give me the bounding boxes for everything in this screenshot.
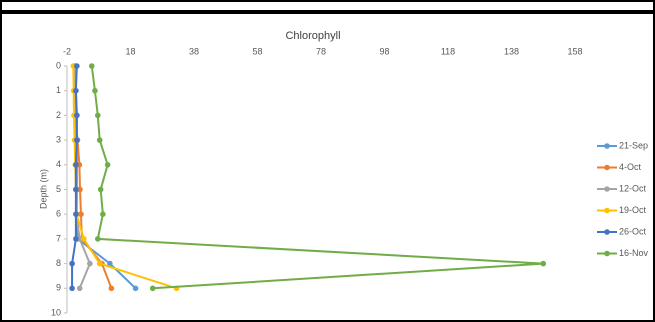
legend-marker — [604, 229, 610, 235]
data-point — [73, 162, 79, 168]
data-point — [104, 162, 111, 168]
top-frame — [0, 0, 655, 12]
y-tick-label: 10 — [51, 307, 61, 317]
series-line — [74, 66, 137, 290]
data-point — [73, 236, 79, 242]
data-point — [73, 87, 79, 94]
data-point — [69, 285, 75, 292]
data-point — [94, 112, 101, 119]
data-point — [108, 285, 115, 292]
data-point — [107, 260, 113, 267]
data-point — [74, 112, 80, 119]
data-point — [87, 260, 93, 267]
y-tick-label: 0 — [56, 60, 61, 70]
x-tick-label: 38 — [189, 46, 199, 56]
data-point — [100, 211, 106, 217]
legend-marker — [604, 186, 610, 192]
data-point — [88, 63, 95, 69]
data-point — [81, 236, 87, 242]
chart-title: Chlorophyll — [285, 30, 340, 42]
legend-label: 19-Oct — [619, 205, 647, 215]
x-tick-label: 18 — [125, 46, 135, 56]
data-point — [74, 63, 80, 69]
data-point — [73, 211, 79, 217]
x-tick-label: 98 — [379, 46, 389, 56]
data-point — [96, 260, 103, 267]
legend-label: 4-Oct — [619, 162, 642, 172]
data-point — [94, 236, 101, 242]
data-point — [149, 285, 156, 292]
data-point — [540, 260, 547, 267]
x-tick-label: 78 — [316, 46, 326, 56]
x-tick-label: 58 — [252, 46, 262, 56]
series-line — [72, 65, 177, 290]
data-point — [96, 137, 103, 143]
legend-marker — [604, 207, 610, 214]
series-line — [71, 65, 78, 289]
data-point — [69, 260, 75, 267]
x-tick-label: -2 — [63, 46, 71, 56]
series-line — [90, 65, 544, 290]
x-tick-label: 138 — [504, 46, 519, 56]
y-tick-label: 8 — [56, 258, 61, 268]
data-point — [74, 137, 80, 143]
y-tick-label: 2 — [56, 110, 61, 120]
legend-label: 16-Nov — [619, 248, 649, 258]
x-tick-label: 158 — [567, 46, 582, 56]
y-tick-label: 6 — [56, 209, 61, 219]
y-tick-label: 9 — [56, 283, 61, 293]
y-axis-label: Depth (m) — [38, 169, 48, 209]
y-tick-label: 3 — [56, 134, 61, 144]
legend-label: 21-Sep — [619, 140, 648, 150]
legend-label: 26-Oct — [619, 226, 647, 236]
y-tick-label: 1 — [56, 85, 61, 95]
legend-label: 12-Oct — [619, 183, 647, 193]
data-point — [97, 186, 104, 193]
data-point — [132, 285, 139, 292]
y-tick-label: 4 — [56, 159, 61, 169]
chart-frame — [0, 12, 655, 322]
data-point — [78, 211, 84, 217]
data-point — [77, 186, 83, 193]
x-tick-label: 118 — [441, 46, 455, 56]
legend-marker — [604, 250, 610, 257]
data-point — [73, 186, 79, 193]
legend-marker — [604, 143, 610, 149]
legend-marker — [604, 164, 610, 171]
data-point — [92, 87, 98, 94]
y-tick-label: 5 — [56, 184, 61, 194]
y-tick-label: 7 — [56, 233, 61, 243]
data-point — [76, 285, 83, 292]
